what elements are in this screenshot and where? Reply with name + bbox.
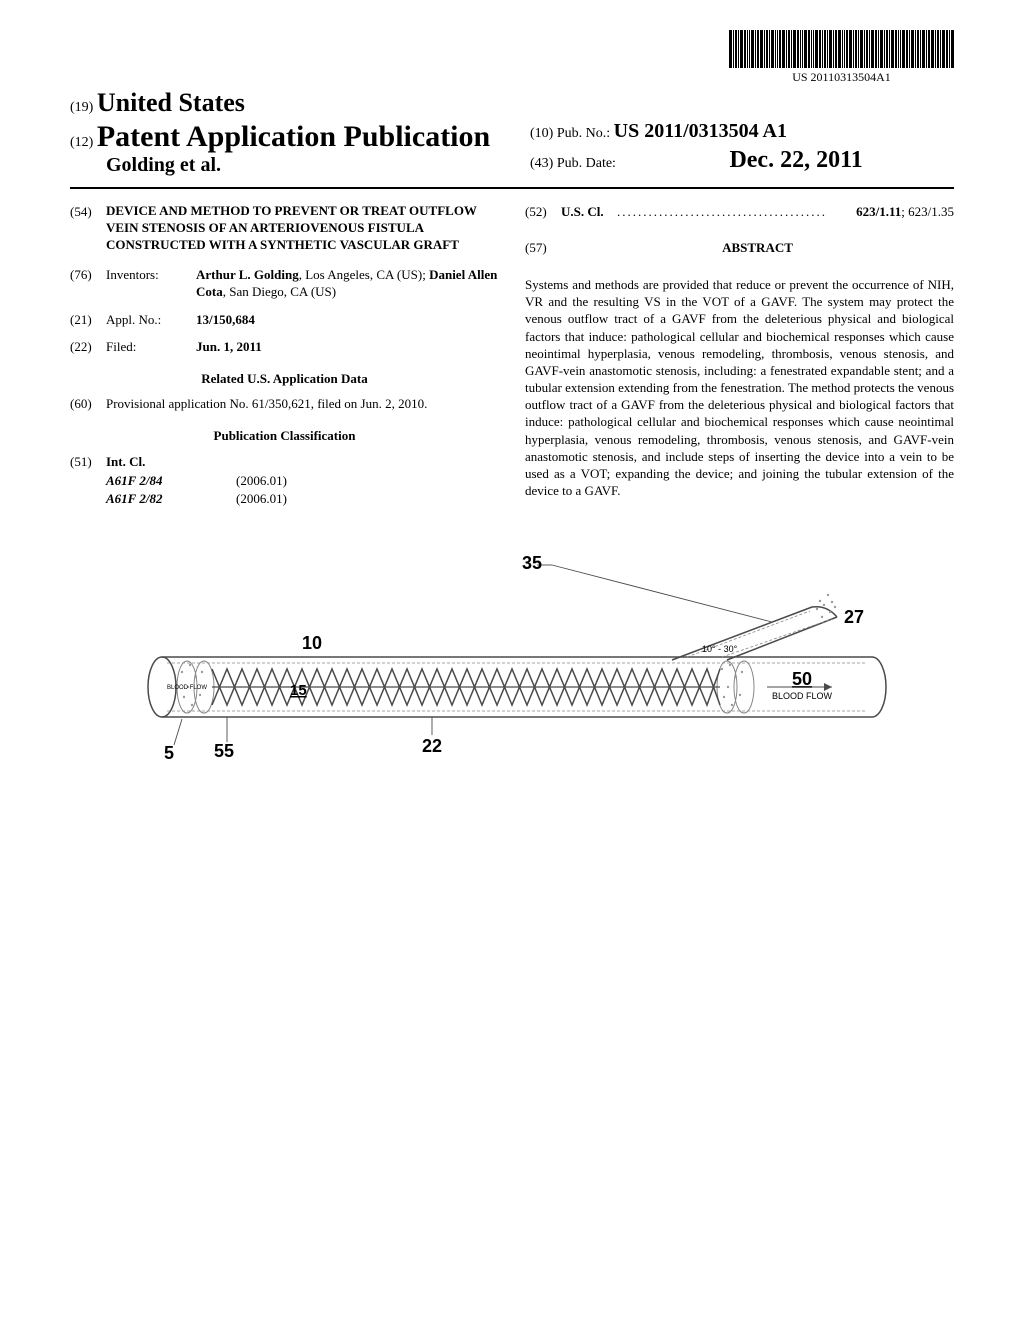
field-52-num: (52) <box>525 203 561 221</box>
patent-figure: 35 27 10° - 30° 10 50 BLOOD FLOW BLOOD F… <box>132 547 892 767</box>
figure-area: 35 27 10° - 30° 10 50 BLOOD FLOW BLOOD F… <box>70 547 954 767</box>
inventor-1-name: Arthur L. Golding <box>196 267 299 282</box>
blood-flow-in-label: BLOOD FLOW <box>167 685 207 691</box>
barcode-graphic <box>729 30 954 68</box>
us-cl-rest: ; 623/1.35 <box>901 204 954 219</box>
us-cl-value: 623/1.11; 623/1.35 <box>856 203 954 221</box>
us-cl-label: U.S. Cl. <box>561 203 617 221</box>
abstract-text: Systems and methods are provided that re… <box>525 276 954 499</box>
pub-no-value: US 2011/0313504 A1 <box>614 120 787 142</box>
fig-label-22: 22 <box>422 736 442 756</box>
inventor-1-loc: , Los Angeles, CA (US); <box>299 267 429 282</box>
inventors-value: Arthur L. Golding, Los Angeles, CA (US);… <box>196 266 499 301</box>
publication-type: Patent Application Publication <box>97 120 490 153</box>
country-label: United States <box>97 88 245 117</box>
field-76-num: (76) <box>70 266 106 301</box>
divider <box>70 187 954 189</box>
fig-label-35: 35 <box>522 553 542 573</box>
field-43-num: (43) <box>530 156 553 171</box>
inventor-2-loc: , San Diego, CA (US) <box>223 284 336 299</box>
pub-class-heading: Publication Classification <box>70 427 499 445</box>
appl-no-label: Appl. No.: <box>106 311 196 329</box>
pub-no-label: Pub. No.: <box>557 126 610 141</box>
us-cl-bold: 623/1.11 <box>856 204 901 219</box>
right-column: (52) U.S. Cl. ..........................… <box>525 203 954 507</box>
fig-label-10: 10 <box>302 633 322 653</box>
ipc-ver-2: (2006.01) <box>236 490 287 508</box>
fig-label-50: 50 <box>792 669 812 689</box>
related-data-heading: Related U.S. Application Data <box>70 370 499 388</box>
collar-right <box>717 661 754 713</box>
field-21-num: (21) <box>70 311 106 329</box>
ipc-code-2: A61F 2/82 <box>106 490 186 508</box>
barcode-text: US 20110313504A1 <box>729 70 954 85</box>
fig-label-27: 27 <box>844 607 864 627</box>
field-57-num: (57) <box>525 239 561 257</box>
ipc-code-1: A61F 2/84 <box>106 472 186 490</box>
filed-label: Filed: <box>106 338 196 356</box>
int-cl-label: Int. Cl. <box>106 453 145 471</box>
inventors-label: Inventors: <box>106 266 196 301</box>
field-60-num: (60) <box>70 395 106 413</box>
abstract-heading: ABSTRACT <box>561 239 954 257</box>
fig-label-5: 5 <box>164 743 174 763</box>
invention-title: DEVICE AND METHOD TO PREVENT OR TREAT OU… <box>106 203 499 254</box>
field-19-num: (19) <box>70 100 93 115</box>
us-cl-dots: ........................................ <box>617 203 856 221</box>
branch-tube <box>672 594 837 660</box>
field-51-num: (51) <box>70 453 106 471</box>
field-10-num: (10) <box>530 126 553 141</box>
leader-35 <box>552 565 772 622</box>
field-22-num: (22) <box>70 338 106 356</box>
right-header: (10) Pub. No.: US 2011/0313504 A1 (43) P… <box>530 120 863 174</box>
blood-flow-out-label: BLOOD FLOW <box>772 691 833 701</box>
left-column: (54) DEVICE AND METHOD TO PREVENT OR TRE… <box>70 203 499 507</box>
appl-no-value: 13/150,684 <box>196 311 499 329</box>
field-54-num: (54) <box>70 203 106 254</box>
columns: (54) DEVICE AND METHOD TO PREVENT OR TRE… <box>70 203 954 507</box>
ipc-codes: A61F 2/84 (2006.01) A61F 2/82 (2006.01) <box>106 472 499 507</box>
fig-label-15: 15 <box>290 682 307 699</box>
provisional-text: Provisional application No. 61/350,621, … <box>106 395 499 413</box>
field-12-num: (12) <box>70 135 93 150</box>
pub-date-label: Pub. Date: <box>557 156 616 171</box>
barcode-area: US 20110313504A1 <box>729 30 954 85</box>
fig-angle-label: 10° - 30° <box>702 644 738 654</box>
fig-label-55: 55 <box>214 741 234 761</box>
ipc-ver-1: (2006.01) <box>236 472 287 490</box>
pub-date-value: Dec. 22, 2011 <box>729 147 862 173</box>
filed-value: Jun. 1, 2011 <box>196 338 499 356</box>
